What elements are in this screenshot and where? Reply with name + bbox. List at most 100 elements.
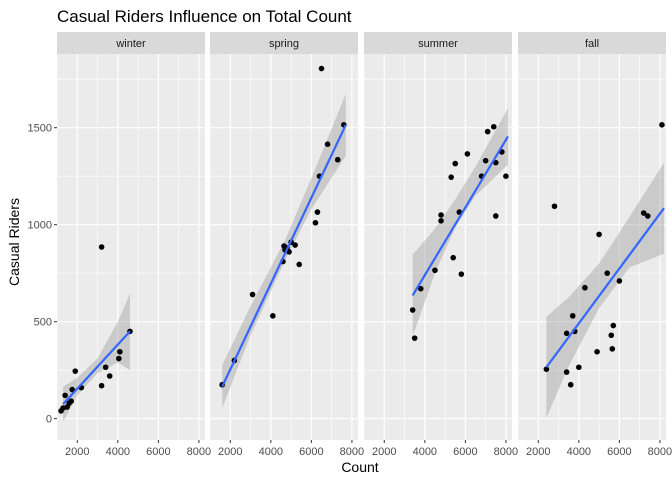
data-point [640,210,647,216]
data-point [576,364,582,371]
x-tick-label: 4000 [259,446,283,458]
data-point [464,151,471,157]
data-point [569,313,576,319]
data-point [492,159,499,166]
data-point [438,212,444,218]
x-tick-label: 4000 [106,446,130,458]
data-point [610,322,617,329]
data-point [72,368,79,374]
x-tick-label: 6000 [607,446,631,458]
facet-strip-label: fall [585,38,599,50]
facet-strip-label: spring [269,38,299,50]
data-point [482,157,489,164]
data-point [458,271,465,277]
data-point [98,244,105,250]
data-point [452,160,459,167]
x-tick-label: 6000 [146,446,170,458]
facet-fall: fall [517,32,666,440]
facet-spring: spring [209,32,358,440]
data-point [490,123,497,130]
data-point [334,156,341,163]
facet-strip [57,32,205,54]
regression-line [545,207,665,368]
x-tick-label: 2000 [218,446,242,458]
confidence-band [546,162,664,418]
data-point [324,141,331,147]
data-point [270,313,276,319]
y-tick-label: 1000 [28,220,52,232]
data-point [594,348,600,355]
x-tick-label: 4000 [567,446,591,458]
x-tick-label: 2000 [526,446,550,458]
data-point [312,219,319,226]
x-axis: 2000 4000 6000 8000 2000 4000 6000 8000 2000 4000… [65,440,672,458]
data-point [567,381,574,388]
data-point [117,348,123,355]
facet-strip [518,32,666,54]
x-tick-label: 6000 [299,446,323,458]
data-point [314,209,321,215]
y-tick-label: 500 [34,317,52,329]
data-point [543,366,550,373]
data-point [608,332,615,339]
data-point [98,382,105,389]
x-tick-label: 2000 [372,446,396,458]
data-point [644,213,651,219]
x-tick-label: 6000 [453,446,477,458]
data-point [551,203,558,210]
data-point [484,128,491,135]
data-point [62,392,68,399]
x-tick-label: 4000 [413,446,437,458]
facet-summer: summer [363,32,512,440]
data-point [102,364,109,371]
x-tick-label: 8000 [494,446,518,458]
confidence-band [412,108,508,337]
data-point [616,278,623,284]
x-tick-label: 8000 [187,446,211,458]
data-point [296,261,303,268]
data-point [659,121,665,128]
data-point [438,218,444,224]
data-point [318,65,325,72]
data-point [450,254,457,261]
data-point [69,386,76,393]
data-point [116,355,122,362]
data-point [503,173,509,180]
regression-line [411,135,509,297]
facet-strip-label: summer [418,38,458,50]
regression-line [221,124,347,388]
facet-panel-background [57,54,205,440]
data-point [604,270,611,276]
facet-strip [364,32,512,54]
data-point [582,284,588,291]
facet-panel-background [518,54,666,440]
data-point [492,213,499,219]
y-axis: 0 500 1000 1500 [28,123,57,426]
data-point [249,291,256,298]
data-point [106,373,113,379]
data-point [68,398,74,405]
x-tick-label: 2000 [65,446,89,458]
x-axis-title: Count [341,459,378,475]
data-point [411,335,418,341]
data-point [292,242,298,248]
facet-winter: winter [56,32,205,440]
data-point [596,231,602,238]
facet-strip-label: winter [115,38,146,50]
data-point [563,330,570,337]
chart-title: Casual Riders Influence on Total Count [57,7,352,26]
data-point [432,267,438,274]
y-axis-title: Casual Riders [6,198,22,286]
facet-panel-background [364,54,512,440]
facet-strip [210,32,358,54]
data-point [609,346,616,352]
y-tick-label: 1500 [28,123,52,135]
data-point [409,307,416,313]
regression-line [62,330,131,405]
y-tick-label: 0 [46,414,52,426]
data-point [417,285,424,292]
x-tick-label: 8000 [648,446,672,458]
data-point [448,174,454,180]
facet-panels: winter spring summer fall [56,32,666,440]
